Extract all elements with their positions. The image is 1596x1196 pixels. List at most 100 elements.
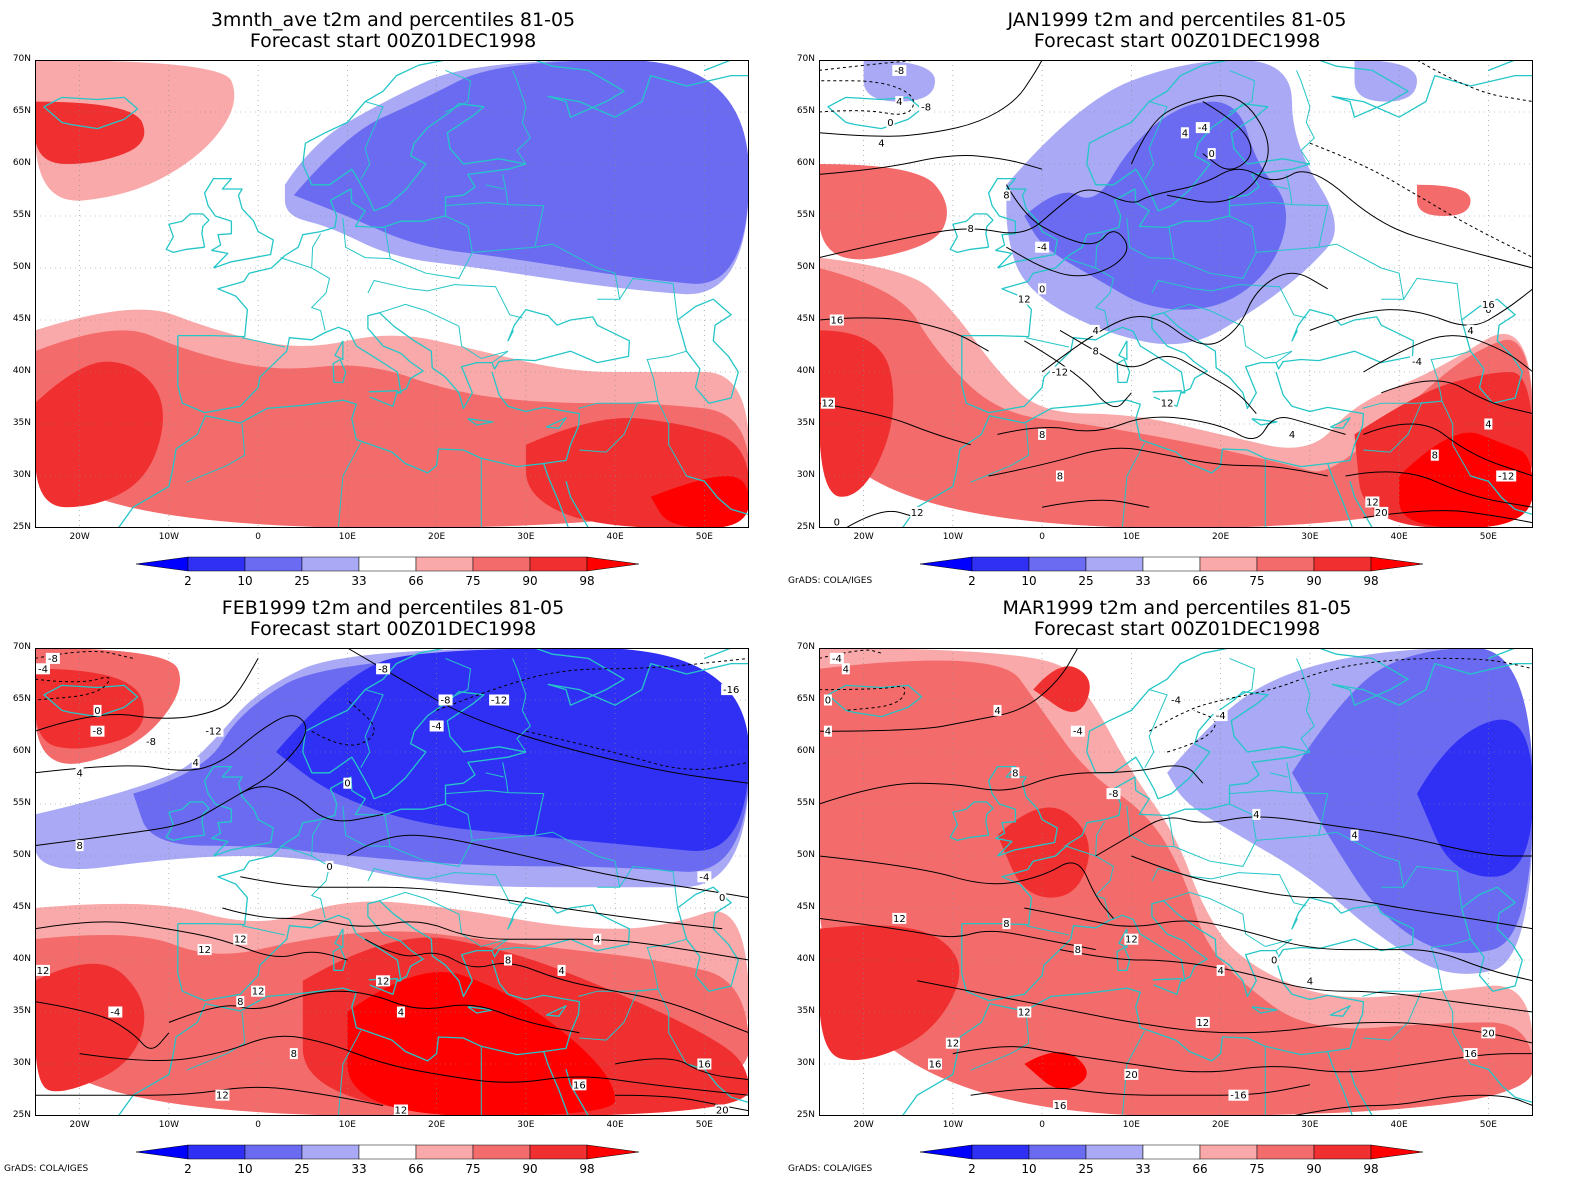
coastline — [1330, 1005, 1351, 1017]
percentile-shading — [35, 648, 749, 1116]
coastline — [203, 765, 274, 857]
legend-swatch — [244, 1144, 303, 1160]
contour-label-box — [1160, 397, 1175, 409]
contour-line — [1095, 816, 1533, 857]
coastline — [949, 213, 994, 254]
contour-label: 12 — [198, 945, 211, 956]
percentile-color-bar: 2 10 25 33 66 75 90 98 — [919, 556, 1424, 588]
longitude-label: 20W — [853, 1120, 874, 1130]
country-border — [485, 772, 504, 778]
country-border — [1363, 988, 1443, 1041]
latitude-label: 70N — [12, 54, 31, 64]
contour-label-box — [90, 725, 105, 737]
longitude-label: 0 — [1039, 532, 1045, 542]
contour-line — [988, 447, 1328, 477]
contour-label-box — [557, 964, 566, 976]
latitude-label: 60N — [796, 746, 815, 756]
contour-label: 4 — [1485, 420, 1491, 431]
contour-label: 4 — [896, 97, 902, 108]
contour-line — [35, 676, 110, 701]
contour-label: -12 — [205, 727, 221, 738]
contour-line — [35, 650, 134, 659]
contour-line — [1042, 499, 1150, 508]
contour-label-box — [715, 1104, 730, 1116]
country-border — [1163, 303, 1293, 360]
coastlines — [43, 60, 749, 528]
longitude-label: 10E — [1122, 532, 1140, 542]
contour-label: 16 — [1482, 300, 1495, 311]
contour-label-box — [593, 933, 602, 945]
legend-arrow-low — [135, 1144, 189, 1160]
contour-label: -4 — [1216, 711, 1226, 722]
contour-label-box — [1216, 964, 1225, 976]
contour-line — [35, 1001, 170, 1049]
map-frame — [35, 648, 749, 1116]
contour-label: -4 — [110, 1008, 120, 1019]
panel-title-line1: FEB1999 t2m and percentiles 81-05 — [221, 597, 565, 619]
country-border — [1296, 658, 1315, 753]
contour-label-box — [36, 663, 50, 675]
country-border — [512, 70, 531, 165]
contour-label-box — [1496, 470, 1517, 482]
country-border — [337, 1030, 362, 1116]
contour-label: 20 — [1375, 508, 1388, 519]
longitude-label: 10E — [338, 532, 356, 542]
contour-label: 4 — [398, 1008, 404, 1019]
contour-label-box — [393, 1104, 408, 1116]
legend-threshold-label: 66 — [1192, 574, 1207, 588]
contour-line — [997, 416, 1346, 440]
percentile-shading — [819, 60, 1533, 528]
legend-swatch — [971, 556, 1030, 572]
country-border — [360, 689, 384, 768]
contour-label-box — [197, 944, 212, 956]
contour-label-box — [1305, 975, 1314, 987]
longitude-label: 40E — [606, 1120, 624, 1130]
legend-threshold-label: 75 — [465, 574, 480, 588]
contour-label: 4 — [843, 664, 849, 675]
coastline — [1116, 358, 1131, 384]
contour-label-box — [1038, 283, 1047, 295]
contour-label-box — [1252, 808, 1261, 820]
contour-label-box — [376, 663, 391, 675]
contour-label: 4 — [825, 727, 831, 738]
coastline — [565, 481, 590, 528]
country-border — [1362, 938, 1471, 997]
longitude-label: 10E — [338, 1120, 356, 1130]
contour-label-box — [945, 1037, 960, 1049]
map-plot-area: -8-404-12-8-8-8-8-404-12-168-40041212812… — [35, 648, 749, 1116]
country-border — [579, 988, 659, 1041]
contour-label-box — [1124, 1068, 1139, 1080]
coastline — [546, 417, 567, 429]
longitude-label: 30E — [1301, 1120, 1319, 1130]
country-border — [454, 284, 523, 319]
contour-label: 16 — [830, 316, 843, 327]
longitude-label: 0 — [255, 1120, 261, 1130]
legend-threshold-label: 2 — [968, 1162, 976, 1176]
coastline — [987, 765, 1058, 857]
country-border — [360, 101, 384, 180]
legend-swatch — [358, 1144, 417, 1160]
legend-threshold-label: 66 — [408, 574, 423, 588]
contour-line — [917, 980, 1533, 1044]
legend-swatch — [472, 556, 531, 572]
contour-label-box — [823, 694, 832, 706]
contour-label: 12 — [37, 966, 50, 977]
country-border — [1064, 257, 1115, 331]
country-border — [1144, 689, 1168, 768]
grads-credit: GrADS: COLA/IGES — [788, 1164, 873, 1174]
legend-swatch — [187, 556, 246, 572]
country-border — [1174, 803, 1257, 867]
contour-label: 12 — [1018, 295, 1031, 306]
contour-label-box — [1011, 767, 1020, 779]
coastlines — [827, 648, 1533, 1116]
contour-label: -4 — [1037, 243, 1047, 254]
legend-threshold-label: 66 — [1192, 1162, 1207, 1176]
contour-line — [525, 730, 749, 770]
contour-line — [819, 168, 1533, 269]
contour-label: 8 — [1432, 451, 1438, 462]
contour-line — [819, 917, 1096, 951]
latitude-label: 65N — [796, 106, 815, 116]
shading-region — [650, 476, 749, 528]
country-border — [1362, 350, 1471, 409]
contour-label-box — [886, 116, 895, 128]
